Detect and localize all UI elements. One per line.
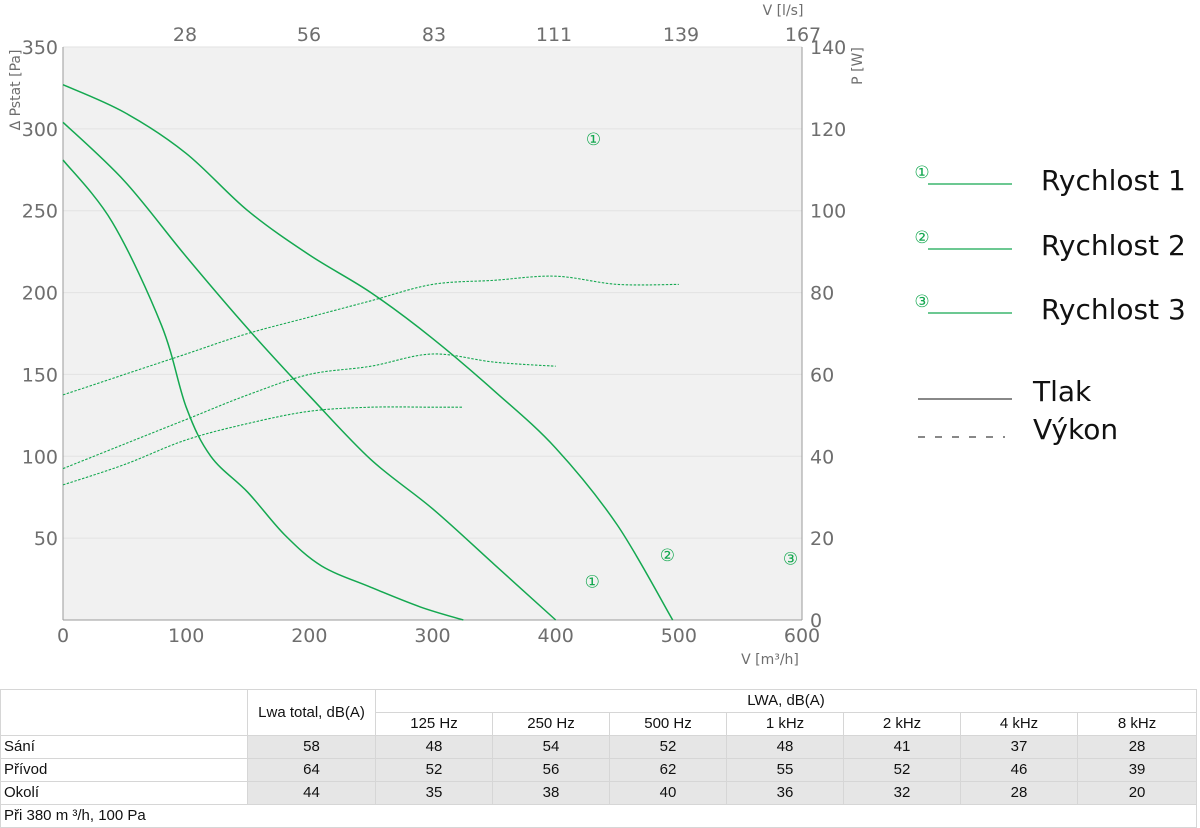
row-label: Přívod [0,758,248,782]
cell: 37 [960,735,1078,759]
power-curve-3 [62,275,679,396]
curve-label: ① [585,572,600,592]
table-row: Okolí 44 35 38 40 36 32 28 20 [0,781,1198,805]
curve-label: ③ [783,549,798,569]
legend-marker: ② [914,228,929,248]
y-tick-label: 250 [22,201,58,223]
cell: 48 [726,735,844,759]
x-tick-label: 300 [414,625,450,647]
x-tick-label: 500 [661,625,697,647]
pressure-curve-2 [62,121,557,621]
cell: 41 [843,735,961,759]
table-header-row: Lwa total, dB(A) LWA, dB(A) [0,689,1198,736]
y2-tick-label: 20 [810,528,834,550]
cell: 48 [375,735,493,759]
x2-tick-label: 56 [297,24,321,46]
cell: 35 [375,781,493,805]
x-tick-label: 200 [291,625,327,647]
table-footnote-row: Při 380 m ³/h, 100 Pa [0,804,1198,828]
cell: 38 [492,781,610,805]
cell: 56 [492,758,610,782]
legend-label: Rychlost 3 [1041,293,1186,326]
row-label: Okolí [0,781,248,805]
plot-area [63,47,802,620]
x-axis-label: V [m³/h] [741,652,799,668]
y-tick-label: 150 [22,364,58,386]
cell: 39 [1076,758,1198,782]
x-tick-label: 0 [57,625,69,647]
y2-tick-label: 120 [810,119,846,141]
y2-tick-label: 60 [810,364,834,386]
cell: 40 [609,781,727,805]
cell: 28 [1076,735,1198,759]
legend-marker: ① [914,163,929,183]
cell: 54 [492,735,610,759]
row-label: Sání [0,735,248,759]
table-row: Přívod 64 52 56 62 55 52 46 39 [0,758,1198,782]
band-header: 4 kHz [960,712,1078,736]
power-curve-2 [62,353,556,470]
x-tick-label: 400 [538,625,574,647]
cell-total: 64 [247,758,376,782]
y-tick-label: 100 [22,446,58,468]
legend-label: Rychlost 2 [1041,229,1186,262]
table-corner [0,689,248,736]
y-axis-label: Δ Pstat [Pa] [8,50,24,131]
table-footnote: Při 380 m ³/h, 100 Pa [0,804,1198,828]
band-header: 500 Hz [609,712,727,736]
noise-table: Lwa total, dB(A) LWA, dB(A) 125 Hz 250 H… [0,689,1198,828]
legend-vykon-label: Výkon [1033,413,1118,446]
x2-axis-label: V [l/s] [763,3,804,19]
cell: 36 [726,781,844,805]
y-tick-label: 350 [22,37,58,59]
x2-tick-label: 167 [785,24,821,46]
x2-tick-label: 111 [536,24,572,46]
x2-tick-label: 83 [422,24,446,46]
pressure-curve-3 [62,84,674,621]
cell-total: 44 [247,781,376,805]
y-tick-label: 300 [22,119,58,141]
power-curve-1 [62,406,464,486]
table-row: Sání 58 48 54 52 48 41 37 28 [0,735,1198,759]
band-header: 250 Hz [492,712,610,736]
cell: 55 [726,758,844,782]
cell: 32 [843,781,961,805]
band-header: 2 kHz [843,712,961,736]
x2-tick-label: 139 [663,24,699,46]
legend-tlak-label: Tlak [1032,375,1092,408]
legend: ① Rychlost 1 ② Rychlost 2 ③ Rychlost 3 Tlak Výk… [914,163,1185,446]
y2-tick-label: 80 [810,283,834,305]
header-total: Lwa total, dB(A) [247,689,376,736]
x-tick-label: 600 [784,625,820,647]
cell: 52 [609,735,727,759]
pressure-curve-1 [62,159,464,621]
band-header: 125 Hz [375,712,493,736]
y2-tick-label: 0 [810,610,822,632]
y2-axis-label: P [W] [850,47,866,85]
legend-label: Rychlost 1 [1041,164,1186,197]
cell: 46 [960,758,1078,782]
y-tick-label: 50 [34,528,58,550]
curve-label: ① [586,130,601,150]
cell: 52 [375,758,493,782]
y2-tick-label: 100 [810,201,846,223]
cell: 28 [960,781,1078,805]
cell-total: 58 [247,735,376,759]
fan-performance-chart: 0 100 200 300 400 500 600 50 100 150 200 250 300 350 0… [8,3,1186,668]
cell: 62 [609,758,727,782]
y2-tick-label: 40 [810,446,834,468]
cell: 52 [843,758,961,782]
y2-tick-label: 140 [810,37,846,59]
band-header: 8 kHz [1076,712,1198,736]
legend-marker: ③ [914,292,929,312]
x2-tick-label: 28 [173,24,197,46]
y-tick-label: 200 [22,283,58,305]
cell: 20 [1076,781,1198,805]
header-lwa: LWA, dB(A) [374,689,1198,713]
table-band-row: 125 Hz 250 Hz 500 Hz 1 kHz 2 kHz 4 kHz 8… [1,712,1198,736]
curve-label: ② [660,546,675,566]
band-header: 1 kHz [726,712,844,736]
x-tick-label: 100 [168,625,204,647]
